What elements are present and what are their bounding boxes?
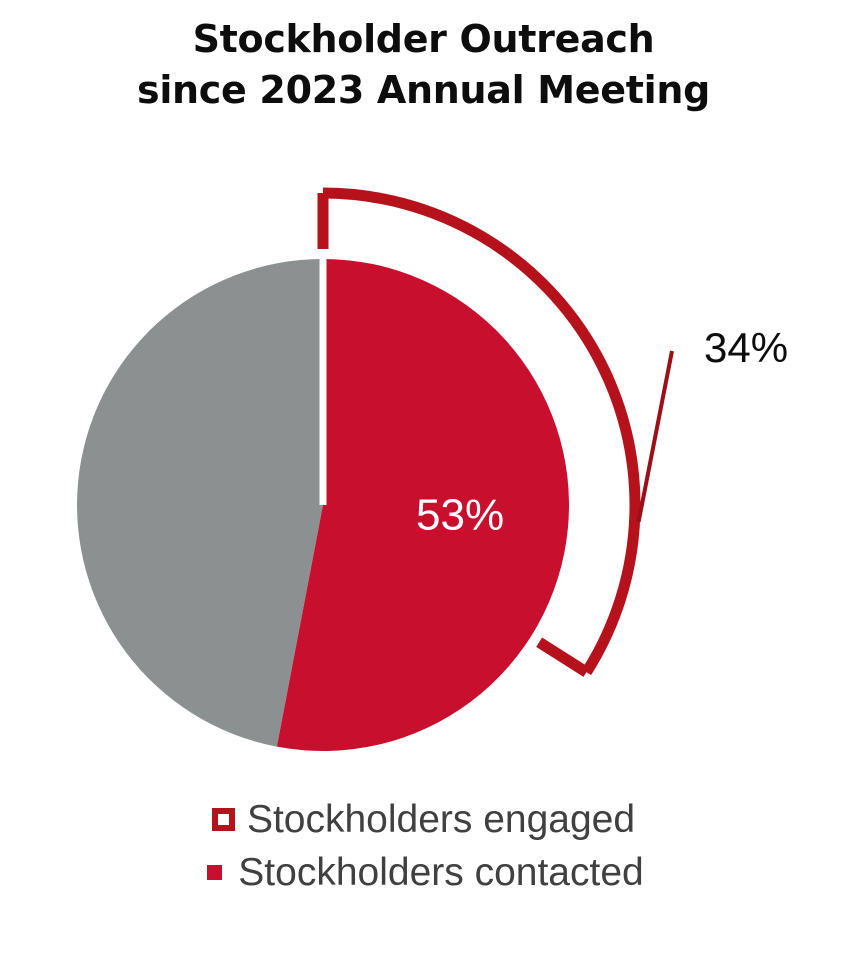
page-title: Stockholder Outreach since 2023 Annual M… xyxy=(137,17,710,112)
legend-label-engaged: Stockholders engaged xyxy=(246,798,636,841)
legend-item-contacted[interactable]: Stockholders contacted xyxy=(203,851,644,894)
legend-item-engaged[interactable]: Stockholders engaged xyxy=(211,798,636,841)
leader-line-engaged xyxy=(636,350,674,523)
data-label-engaged: 34% xyxy=(704,324,788,371)
chart-legend: Stockholders engaged Stockholders contac… xyxy=(0,800,847,892)
hollow-square-icon xyxy=(211,808,235,831)
outer-arc-end-tick xyxy=(536,637,590,677)
filled-square-icon xyxy=(207,865,223,880)
data-label-contacted: 53% xyxy=(416,491,504,540)
pie-plot-area: 53% 34% xyxy=(77,187,788,752)
pie-slice-remainder xyxy=(77,259,323,747)
pie-slice-contacted xyxy=(276,259,570,752)
outer-arc-engaged xyxy=(322,187,641,676)
legend-label-contacted: Stockholders contacted xyxy=(238,851,644,894)
